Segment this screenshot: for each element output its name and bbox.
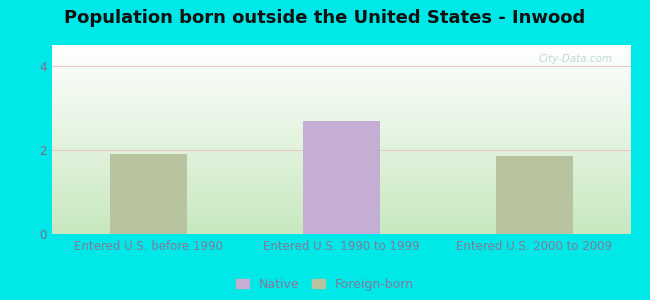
Bar [303,121,380,234]
Bar [110,154,187,234]
Text: Population born outside the United States - Inwood: Population born outside the United State… [64,9,586,27]
Text: City-Data.com: City-Data.com [539,55,613,64]
Legend: Native, Foreign-born: Native, Foreign-born [237,278,413,291]
Bar [495,156,573,234]
